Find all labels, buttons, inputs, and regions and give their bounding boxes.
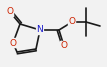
Text: O: O [68,17,76,27]
Text: O: O [7,8,13,16]
Text: O: O [60,41,68,51]
Text: N: N [37,26,43,35]
Text: O: O [10,39,16,48]
